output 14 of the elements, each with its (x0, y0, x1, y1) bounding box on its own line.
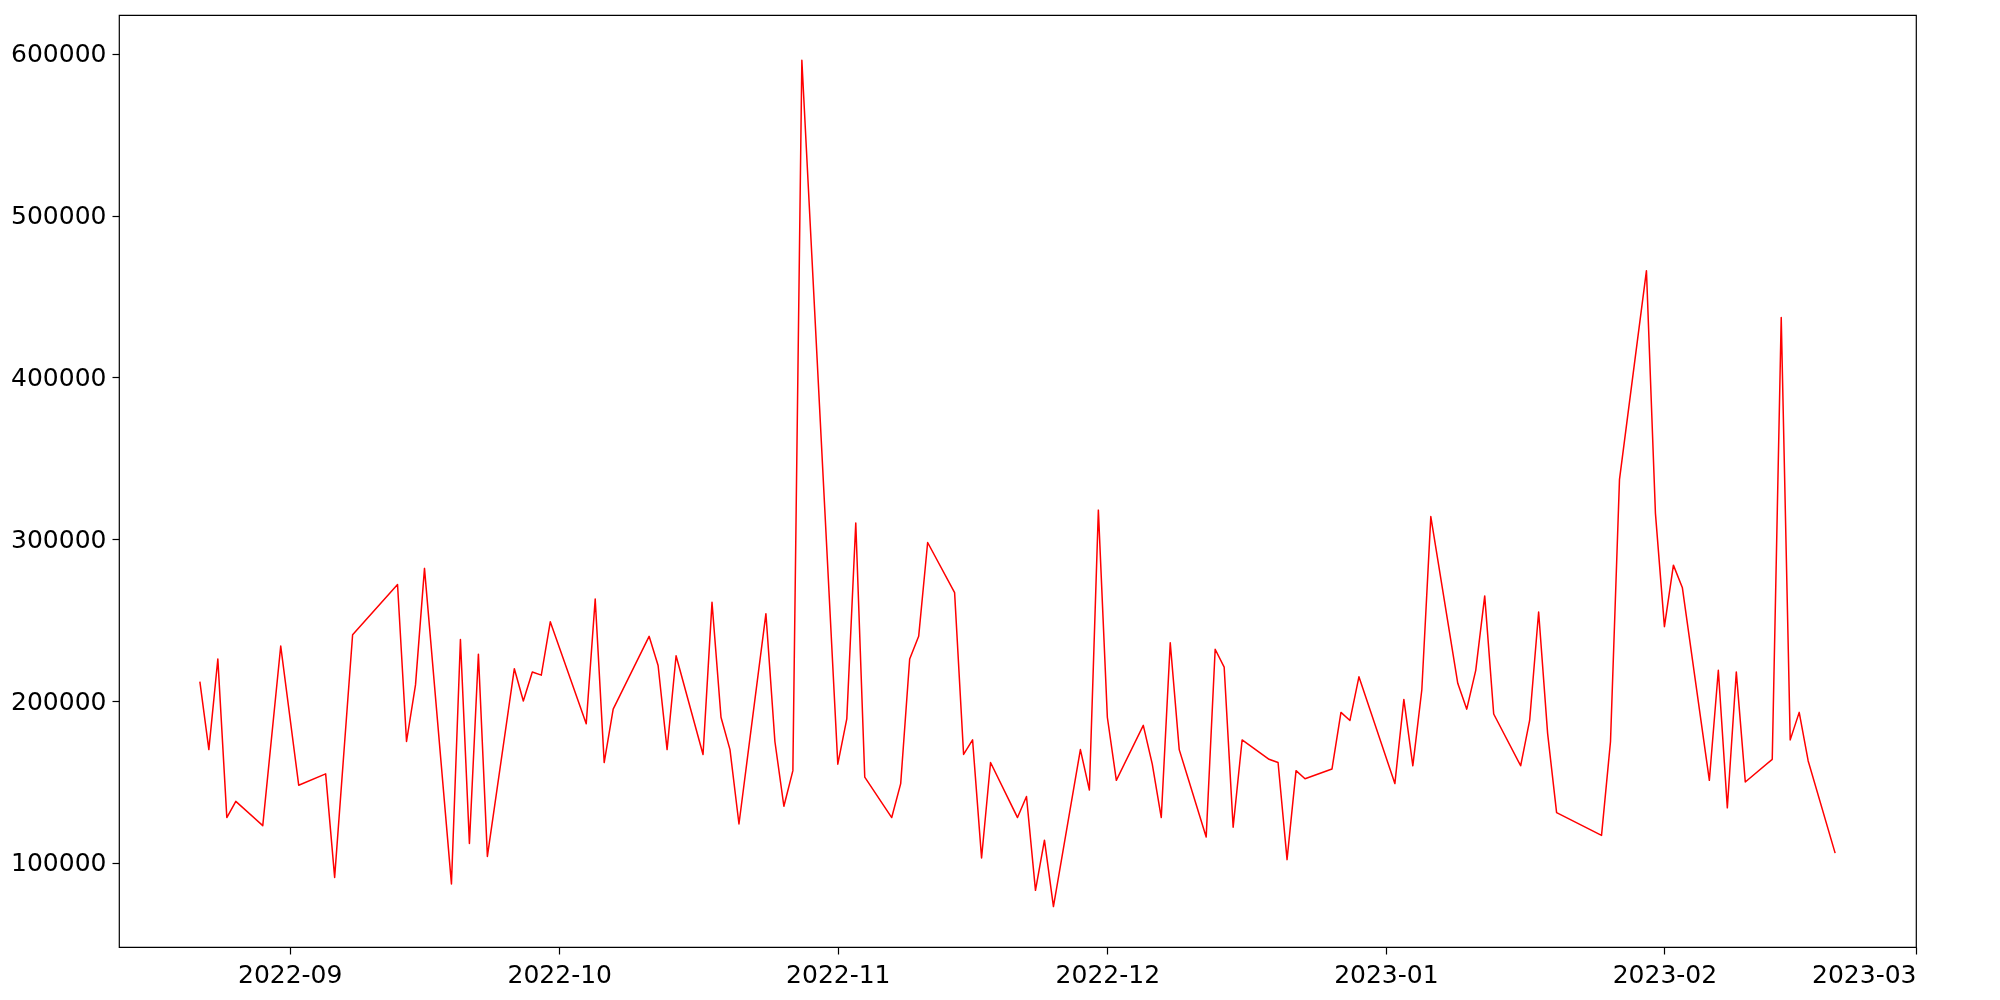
y-tick-label: 100000 (11, 848, 107, 878)
x-tick-label: 2022-09 (237, 959, 343, 989)
x-tick-label: 2022-12 (1055, 959, 1161, 989)
y-tick-label: 500000 (11, 201, 107, 231)
y-tick-label: 600000 (11, 39, 107, 69)
line-series (199, 59, 1836, 908)
x-tick-label: 2023-02 (1612, 959, 1718, 989)
x-tick-label: 2022-10 (507, 959, 612, 989)
y-tick-label: 400000 (11, 362, 107, 392)
x-tick-label: 2023-01 (1334, 959, 1439, 989)
x-tick-label: 2023-03 (1812, 959, 1917, 989)
x-tick-label: 2022-11 (786, 959, 891, 989)
y-tick-label: 200000 (11, 686, 107, 716)
y-tick-label: 300000 (11, 524, 107, 554)
